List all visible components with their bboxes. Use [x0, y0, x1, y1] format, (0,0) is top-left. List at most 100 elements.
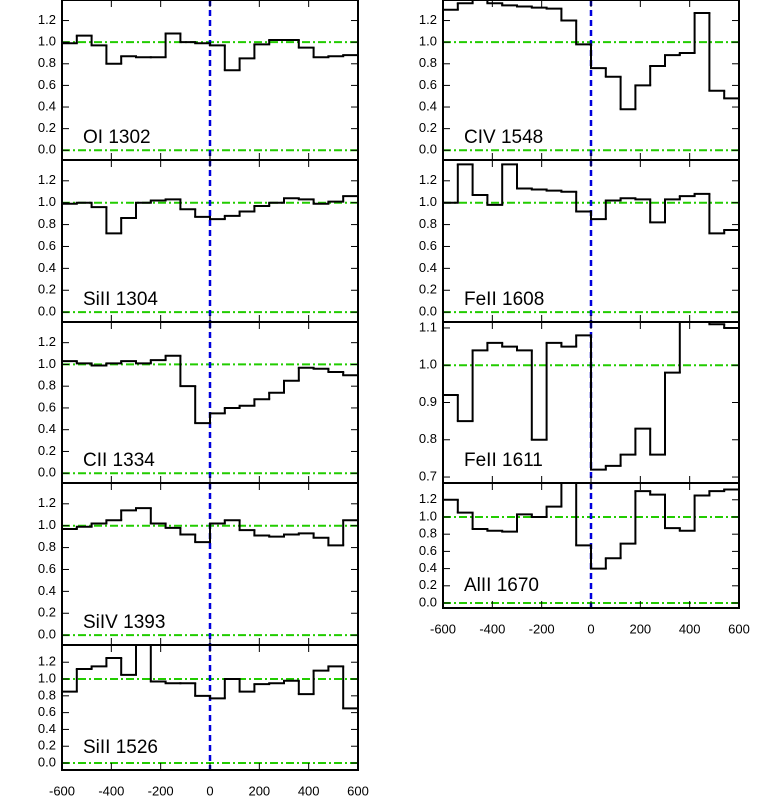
y-tick-label: 1.0	[38, 356, 56, 371]
y-tick-label: 0.2	[38, 120, 56, 135]
panel: 0.0 0.2 0.4 0.6 0.8 1.0 1.2 CIV 1548	[419, 0, 740, 161]
panel: 0.0 0.2 0.4 0.6 0.8 1.0 1.2 FeII 1608	[419, 159, 740, 323]
y-tick-label: 0.2	[38, 282, 56, 297]
y-tick-label: 0.0	[419, 304, 437, 319]
x-tick-label: -600	[430, 621, 456, 636]
y-tick-label: 0.2	[419, 120, 437, 135]
x-tick-label: -600	[49, 783, 75, 798]
plot-area	[443, 160, 739, 322]
x-tick-label: 0	[587, 621, 594, 636]
line-label: FeII 1611	[464, 450, 543, 471]
plot-area	[443, 322, 739, 483]
x-tick-label: -200	[148, 783, 174, 798]
plot-area	[62, 160, 358, 322]
y-tick-label: 0.2	[419, 577, 437, 592]
panel: 0.0 0.2 0.4 0.6 0.8 1.0 1.2 OI 1302	[38, 0, 359, 161]
y-tick-label: 1.2	[38, 495, 56, 510]
y-tick-label: 1.2	[38, 172, 56, 187]
y-tick-label: 0.4	[38, 98, 56, 113]
y-tick-label: 1.2	[419, 12, 437, 27]
y-tick-label: 1.0	[419, 194, 437, 209]
x-tick-label: 200	[629, 621, 651, 636]
panel: 0.00.2 0.4 0.6 0.8 1.01.2 -600 -400 -200 0 200 400…	[38, 644, 369, 798]
y-tick-label: 0.8	[38, 378, 56, 393]
line-label: AlII 1670	[464, 575, 539, 596]
y-tick-label: 0.6	[419, 238, 437, 253]
y-tick-label: 0.6	[38, 399, 56, 414]
line-label: CIV 1548	[464, 127, 543, 148]
panel: 0.0 0.2 0.4 0.6 0.8 1.0 1.2 SiIV 1393	[38, 482, 359, 646]
x-tick-label: 0	[206, 783, 213, 798]
y-tick-label: 0.0	[419, 594, 437, 609]
x-tick-label: 200	[248, 783, 270, 798]
y-tick-label: 0.8	[38, 539, 56, 554]
plot-area	[62, 0, 358, 160]
y-tick-label: 0.4	[38, 260, 56, 275]
y-tick-label: 0.0	[419, 142, 437, 157]
y-tick-label: 1.2	[38, 654, 56, 669]
y-tick-label: 1.2	[419, 491, 437, 506]
y-tick-label: 0.8	[419, 431, 437, 446]
y-tick-label: 1.0	[419, 508, 437, 523]
y-tick-label: 0.6	[419, 77, 437, 92]
y-tick-label: 1.0	[419, 357, 437, 372]
x-tick-label: -200	[529, 621, 555, 636]
y-tick-label: 0.4	[419, 260, 437, 275]
panel: 0.0 0.2 0.4 0.6 0.8 1.0 1.2 -600 -400 -200 0 200 400…	[419, 482, 750, 636]
y-tick-label: 1.0	[38, 517, 56, 532]
y-tick-label: 0.0	[38, 627, 56, 642]
y-tick-label: 1.2	[38, 334, 56, 349]
x-tick-label: 400	[679, 621, 701, 636]
y-tick-label: 1.2	[38, 12, 56, 27]
panel: 0.0 0.2 0.4 0.6 0.8 1.0 1.2 SiII 1304	[38, 159, 359, 323]
y-tick-label: 0.0	[38, 754, 56, 769]
line-label: FeII 1608	[464, 289, 544, 310]
y-tick-label: 0.4	[38, 583, 56, 598]
y-tick-label: 0.2	[38, 738, 56, 753]
y-tick-label: 0.7	[419, 468, 437, 483]
y-tick-label: 0.8	[419, 55, 437, 70]
y-tick-label: 0.8	[38, 687, 56, 702]
x-tick-label: 600	[347, 783, 369, 798]
y-tick-label: 0.0	[38, 304, 56, 319]
y-tick-label: 1.0	[419, 34, 437, 49]
y-tick-label: 0.2	[38, 443, 56, 458]
y-tick-label: 0.0	[38, 142, 56, 157]
y-tick-label: 1.0	[38, 34, 56, 49]
y-tick-label: 0.8	[419, 216, 437, 231]
plot-area	[62, 322, 358, 483]
line-label: SiII 1526	[83, 737, 158, 758]
plot-area	[62, 483, 358, 645]
plot-area	[443, 0, 739, 160]
y-tick-label: 0.4	[38, 721, 56, 736]
line-label: SiII 1304	[83, 289, 158, 310]
y-tick-label: 0.8	[38, 55, 56, 70]
y-tick-label: 0.8	[419, 526, 437, 541]
line-label: OI 1302	[83, 127, 151, 148]
y-tick-label: 0.6	[38, 704, 56, 719]
line-label: SiIV 1393	[83, 612, 165, 633]
y-tick-label: 0.8	[38, 216, 56, 231]
y-tick-label: 0.2	[419, 282, 437, 297]
y-tick-label: 1.0	[38, 194, 56, 209]
y-tick-label: 1.1	[419, 319, 437, 334]
line-label: CII 1334	[83, 450, 155, 471]
y-tick-label: 0.2	[38, 605, 56, 620]
y-tick-label: 0.4	[419, 560, 437, 575]
y-tick-label: 1.2	[419, 172, 437, 187]
x-tick-label: -400	[98, 783, 124, 798]
y-tick-label: 0.9	[419, 394, 437, 409]
y-tick-label: 1.0	[38, 670, 56, 685]
x-tick-label: 600	[728, 621, 750, 636]
x-tick-label: 400	[298, 783, 320, 798]
panel: 0.0 0.2 0.4 0.6 0.8 1.0 1.2 CII 1334	[38, 321, 359, 484]
y-tick-label: 0.6	[38, 561, 56, 576]
x-tick-label: -400	[479, 621, 505, 636]
y-tick-label: 0.4	[38, 421, 56, 436]
y-tick-label: 0.6	[419, 543, 437, 558]
y-tick-label: 0.6	[38, 238, 56, 253]
panel: 0.7 0.8 0.9 1.0 1.1 FeII 1611	[419, 319, 740, 484]
y-tick-label: 0.4	[419, 98, 437, 113]
y-tick-label: 0.6	[38, 77, 56, 92]
